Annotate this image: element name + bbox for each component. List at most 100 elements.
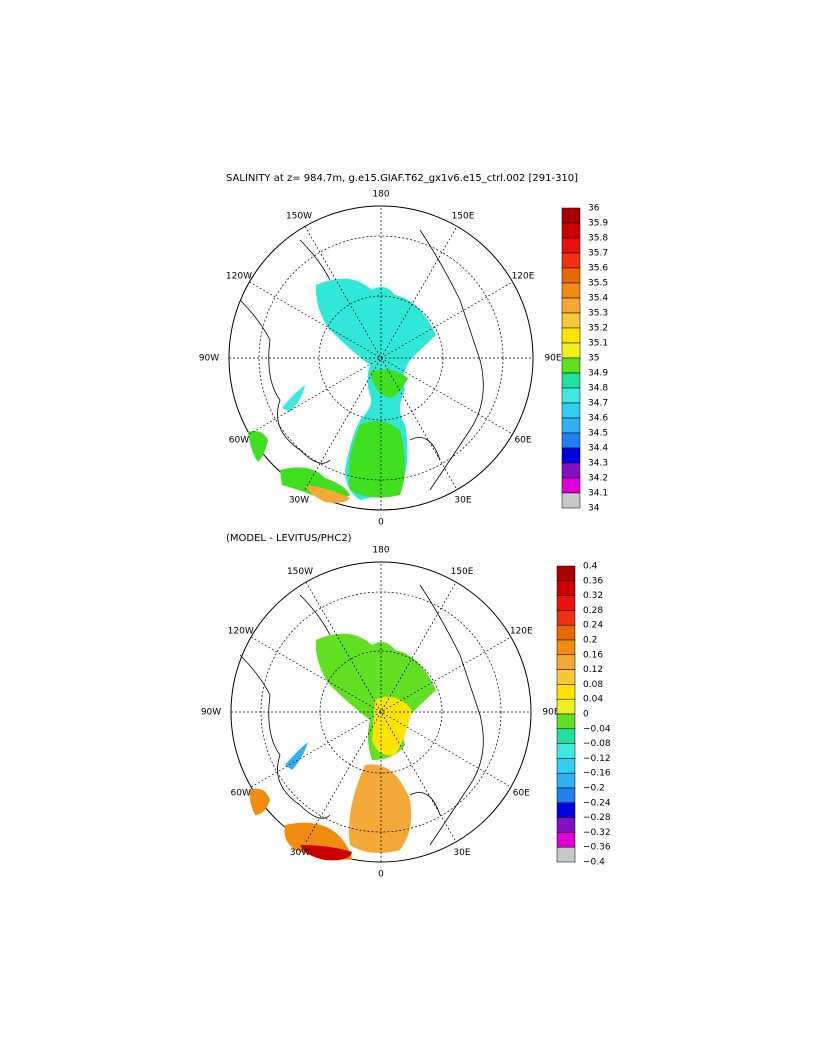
colorbar-swatch [561, 297, 581, 314]
colorbar-label: 0.16 [583, 650, 603, 660]
colorbar-label: 34.7 [588, 399, 608, 409]
colorbar-swatch [561, 447, 581, 464]
colorbar-label: 0.2 [583, 636, 597, 646]
colorbar-label: −0.4 [583, 858, 605, 868]
longitude-label: 120W [226, 272, 252, 282]
colorbar-label: 35 [588, 354, 599, 364]
longitude-label: 120E [510, 627, 533, 637]
colorbar-label: 35.5 [588, 279, 608, 289]
colorbar-label: 0.36 [583, 576, 603, 586]
colorbar-swatch [556, 817, 576, 833]
colorbar-label: −0.04 [583, 724, 611, 734]
colorbar-label: 35.2 [588, 324, 608, 334]
colorbar-label: 34.5 [588, 429, 608, 439]
colorbar-swatch [556, 610, 576, 626]
colorbar-swatch [556, 772, 576, 789]
colorbar-swatch [556, 758, 576, 774]
colorbar-swatch [561, 267, 581, 284]
colorbar-swatch [561, 387, 581, 404]
longitude-label: 30E [453, 848, 470, 858]
longitude-label: 150E [452, 211, 475, 221]
colorbar-swatch [556, 787, 576, 804]
longitude-label: 30E [454, 496, 471, 506]
longitude-label: 60W [229, 436, 249, 446]
longitude-label: 90W [199, 354, 219, 364]
colorbar-label: 34.8 [588, 384, 608, 394]
panel-title: SALINITY at z= 984.7m, g.e15.GIAF.T62_gx… [226, 173, 578, 184]
colorbar-swatch [561, 282, 581, 299]
colorbar-label: −0.12 [583, 754, 611, 764]
colorbar-swatch [556, 698, 576, 715]
meridian [304, 226, 458, 490]
colorbar-label: 0.12 [583, 665, 603, 675]
colorbar-label: −0.36 [583, 843, 611, 853]
salinity-field [305, 485, 350, 503]
map-panel: SALINITY at z= 984.7m, g.e15.GIAF.T62_gx… [226, 173, 578, 511]
longitude-label: 180 [372, 190, 389, 200]
colorbar-swatch [556, 713, 576, 730]
colorbar-swatch [561, 222, 581, 239]
colorbar-label: 35.8 [588, 234, 608, 244]
colorbar-swatch [556, 684, 576, 700]
salinity-field [370, 369, 408, 398]
colorbar-swatch [556, 846, 576, 863]
colorbar-label: 0.4 [583, 562, 598, 572]
colorbar-label: 34 [588, 504, 600, 514]
colorbar-swatch [556, 669, 576, 685]
colorbar-label: 0.04 [583, 695, 603, 705]
longitude-label: 60W [231, 789, 251, 799]
colorbar-swatch [561, 402, 581, 419]
colorbar-label: 0.24 [583, 621, 603, 631]
colorbar-label: 0.32 [583, 591, 603, 601]
difference-field [315, 633, 436, 760]
longitude-label: 60E [513, 789, 530, 799]
longitude-label: 120W [228, 627, 254, 637]
longitude-label: 150E [451, 567, 474, 577]
colorbar-swatch [561, 462, 581, 479]
colorbar-label: 34.9 [588, 369, 608, 379]
colorbar-swatch [556, 565, 576, 582]
colorbar-swatch [561, 432, 581, 449]
colorbar-label: 34.6 [588, 414, 608, 424]
longitude-label: 30W [290, 848, 310, 858]
colorbar-label: 34.2 [588, 474, 608, 484]
colorbar-label: 0.08 [583, 680, 603, 690]
colorbar-label: −0.16 [583, 769, 611, 779]
colorbar-swatch [561, 357, 581, 374]
colorbar-swatch [556, 832, 576, 848]
colorbar-swatch [561, 252, 581, 269]
longitude-label: 0 [378, 518, 384, 528]
salinity-field [282, 385, 305, 412]
colorbar-label: 34.3 [588, 459, 608, 469]
longitude-label: 30W [289, 496, 309, 506]
colorbar-swatch [556, 580, 576, 596]
colorbar-label: 35.9 [588, 219, 608, 229]
panel-title: (MODEL - LEVITUS/PHC2) [226, 533, 352, 544]
colorbar-label: 35.3 [588, 309, 608, 319]
colorbar-label: −0.24 [583, 798, 611, 808]
difference-field [372, 696, 412, 756]
longitude-label: 150W [287, 567, 313, 577]
colorbar-swatch [556, 624, 576, 641]
colorbar-label: 34.4 [588, 444, 608, 454]
colorbar-label: −0.08 [583, 739, 611, 749]
coastline [239, 584, 484, 846]
longitude-label: 90E [542, 708, 559, 718]
difference-field [249, 788, 270, 815]
longitude-label: 0 [378, 870, 384, 880]
colorbar-label: 36 [588, 204, 600, 214]
coastline [239, 229, 484, 491]
colorbar-label: −0.2 [583, 784, 605, 794]
colorbar-label: −0.28 [583, 813, 611, 823]
longitude-label: 60E [514, 436, 531, 446]
longitude-label: 180 [372, 546, 389, 556]
colorbar-swatch [561, 477, 581, 494]
salinity-field [348, 421, 405, 498]
colorbar-swatch [556, 728, 576, 744]
difference-field [285, 742, 308, 770]
colorbar-label: 0.28 [583, 606, 603, 616]
colorbar-swatch [561, 327, 581, 344]
longitude-label: 90E [544, 354, 561, 364]
